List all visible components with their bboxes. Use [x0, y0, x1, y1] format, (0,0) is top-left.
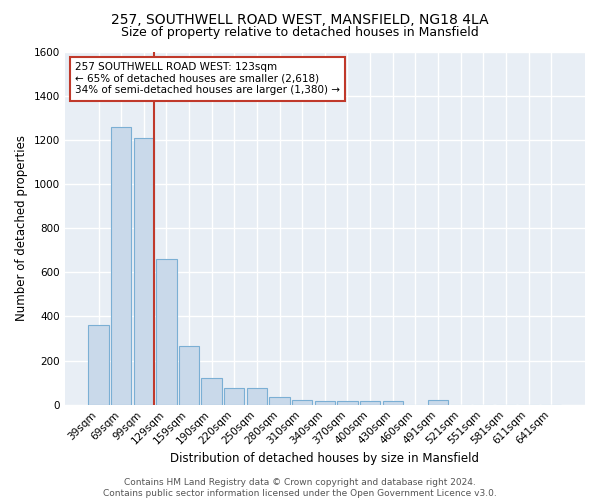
Bar — [88, 325, 109, 404]
Bar — [360, 402, 380, 404]
Bar — [428, 400, 448, 404]
Bar — [247, 388, 267, 404]
Bar — [292, 400, 313, 404]
Y-axis label: Number of detached properties: Number of detached properties — [15, 135, 28, 321]
Bar — [111, 127, 131, 404]
Bar — [156, 259, 176, 404]
Text: 257 SOUTHWELL ROAD WEST: 123sqm
← 65% of detached houses are smaller (2,618)
34%: 257 SOUTHWELL ROAD WEST: 123sqm ← 65% of… — [75, 62, 340, 96]
Text: 257, SOUTHWELL ROAD WEST, MANSFIELD, NG18 4LA: 257, SOUTHWELL ROAD WEST, MANSFIELD, NG1… — [111, 12, 489, 26]
Bar — [337, 402, 358, 404]
Bar — [202, 378, 222, 404]
Text: Size of property relative to detached houses in Mansfield: Size of property relative to detached ho… — [121, 26, 479, 39]
Bar — [269, 397, 290, 404]
Bar — [134, 138, 154, 404]
Bar — [224, 388, 244, 404]
Text: Contains HM Land Registry data © Crown copyright and database right 2024.
Contai: Contains HM Land Registry data © Crown c… — [103, 478, 497, 498]
Bar — [314, 402, 335, 404]
Bar — [179, 346, 199, 405]
X-axis label: Distribution of detached houses by size in Mansfield: Distribution of detached houses by size … — [170, 452, 479, 465]
Bar — [383, 402, 403, 404]
